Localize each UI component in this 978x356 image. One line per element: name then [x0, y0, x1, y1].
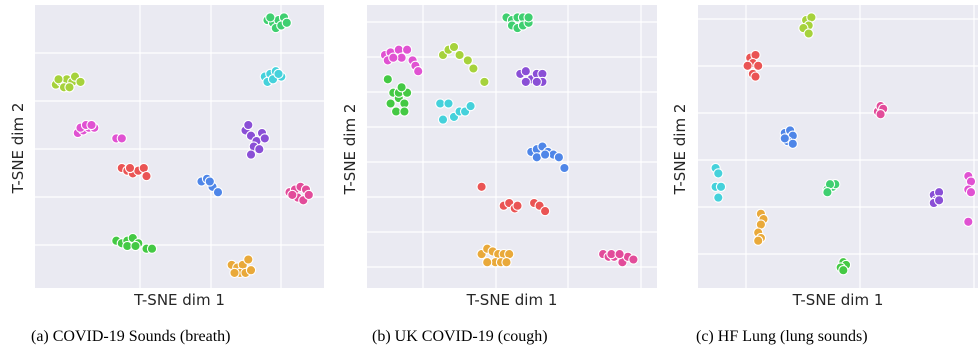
scatter-plot-b — [367, 5, 657, 288]
panel-a: T-SNE dim 2 T-SNE dim 1 (a) COVID-19 Sou… — [0, 0, 324, 356]
data-point-cluster-8 — [838, 265, 849, 276]
data-point-cluster-9 — [501, 257, 512, 268]
data-point-cluster-5 — [713, 168, 724, 179]
data-point-cluster-10 — [614, 248, 625, 260]
data-point-cluster-7 — [553, 152, 565, 163]
data-point-cluster-10 — [303, 189, 314, 201]
data-point-cluster-5 — [713, 192, 724, 203]
data-point-cluster-6 — [243, 119, 254, 131]
data-point-cluster-5 — [204, 176, 215, 187]
data-point-cluster-4 — [787, 138, 798, 149]
data-point-cluster-5 — [212, 187, 224, 198]
data-point-cluster-9 — [933, 195, 945, 206]
data-point-cluster-1 — [64, 82, 75, 93]
data-point-cluster-6 — [245, 149, 257, 160]
data-point-cluster-2 — [462, 55, 473, 66]
data-point-cluster-10 — [963, 216, 974, 227]
data-point-cluster-6 — [259, 133, 270, 144]
data-point-cluster-9 — [482, 257, 493, 268]
data-point-cluster-4 — [130, 240, 141, 252]
data-point-cluster-4 — [382, 74, 393, 85]
data-point-cluster-4 — [779, 133, 790, 144]
data-point-cluster-1 — [53, 74, 64, 85]
data-point-cluster-2 — [454, 49, 465, 61]
caption-c: (c) HF Lung (lung sounds) — [696, 328, 868, 345]
caption-b: (b) UK COVID-19 (cough) — [372, 328, 548, 345]
plot-area-a — [35, 5, 324, 288]
data-point-cluster-3 — [141, 170, 152, 182]
data-point-cluster-5 — [715, 181, 727, 192]
y-axis-label-b: T-SNE dim 2 — [341, 103, 359, 195]
scatter-plot-a — [35, 5, 324, 288]
plot-area-b — [367, 5, 657, 288]
y-axis-label-a: T-SNE dim 2 — [9, 102, 27, 194]
data-point-cluster-5 — [437, 114, 449, 125]
data-point-cluster-10 — [287, 189, 298, 201]
data-point-cluster-4 — [396, 82, 407, 93]
y-axis-label-c: T-SNE dim 2 — [671, 103, 689, 195]
data-point-cluster-4 — [385, 98, 396, 109]
plot-area-c — [698, 5, 978, 288]
caption-a: (a) COVID-19 Sounds (breath) — [31, 328, 231, 345]
data-point-cluster-3 — [875, 109, 886, 120]
data-point-cluster-2 — [468, 63, 479, 74]
data-point-cluster-4 — [146, 243, 158, 254]
data-point-cluster-1 — [75, 76, 86, 88]
data-point-cluster-6 — [520, 66, 531, 77]
data-point-cluster-9 — [245, 265, 257, 276]
data-point-cluster-2 — [742, 60, 753, 71]
data-point-cluster-9 — [243, 254, 254, 265]
data-point-cluster-7 — [273, 68, 284, 80]
data-point-cluster-2 — [86, 119, 97, 131]
panel-c: T-SNE dim 2 T-SNE dim 1 (c) HF Lung (lun… — [660, 0, 978, 356]
data-point-cluster-2 — [448, 41, 460, 53]
data-point-cluster-2 — [753, 60, 764, 71]
data-point-cluster-5 — [443, 98, 454, 109]
x-axis-label-a: T-SNE dim 1 — [134, 291, 225, 309]
x-axis-label-c: T-SNE dim 1 — [792, 291, 884, 309]
data-point-cluster-8 — [281, 17, 292, 28]
data-point-cluster-10 — [628, 254, 639, 265]
data-point-cluster-2 — [750, 71, 761, 82]
data-point-cluster-2 — [116, 133, 127, 144]
data-point-cluster-8 — [539, 205, 551, 217]
data-point-cluster-6 — [254, 144, 265, 155]
data-point-cluster-7 — [753, 235, 764, 246]
data-point-cluster-7 — [539, 149, 551, 160]
data-point-cluster-8 — [476, 181, 487, 192]
scatter-plot-c — [698, 5, 978, 288]
data-point-cluster-1 — [401, 44, 413, 55]
data-point-cluster-1 — [803, 28, 814, 39]
panel-b: T-SNE dim 2 T-SNE dim 1 (b) UK COVID-19 … — [330, 0, 657, 356]
data-point-cluster-1 — [388, 52, 399, 63]
data-point-cluster-6 — [520, 76, 531, 88]
data-point-cluster-4 — [399, 106, 410, 117]
data-point-cluster-5 — [465, 100, 476, 112]
data-point-cluster-8 — [512, 200, 523, 211]
data-point-cluster-3 — [124, 162, 136, 174]
x-axis-label-b: T-SNE dim 1 — [466, 291, 558, 309]
data-point-cluster-7 — [559, 162, 570, 174]
data-point-cluster-1 — [413, 66, 424, 77]
data-point-cluster-6 — [531, 76, 542, 88]
data-point-cluster-8 — [265, 12, 276, 23]
data-point-cluster-9 — [229, 267, 240, 279]
data-point-cluster-2 — [479, 76, 490, 88]
data-point-cluster-3 — [523, 12, 534, 23]
data-point-cluster-10 — [965, 187, 977, 198]
data-point-cluster-6 — [822, 187, 833, 198]
